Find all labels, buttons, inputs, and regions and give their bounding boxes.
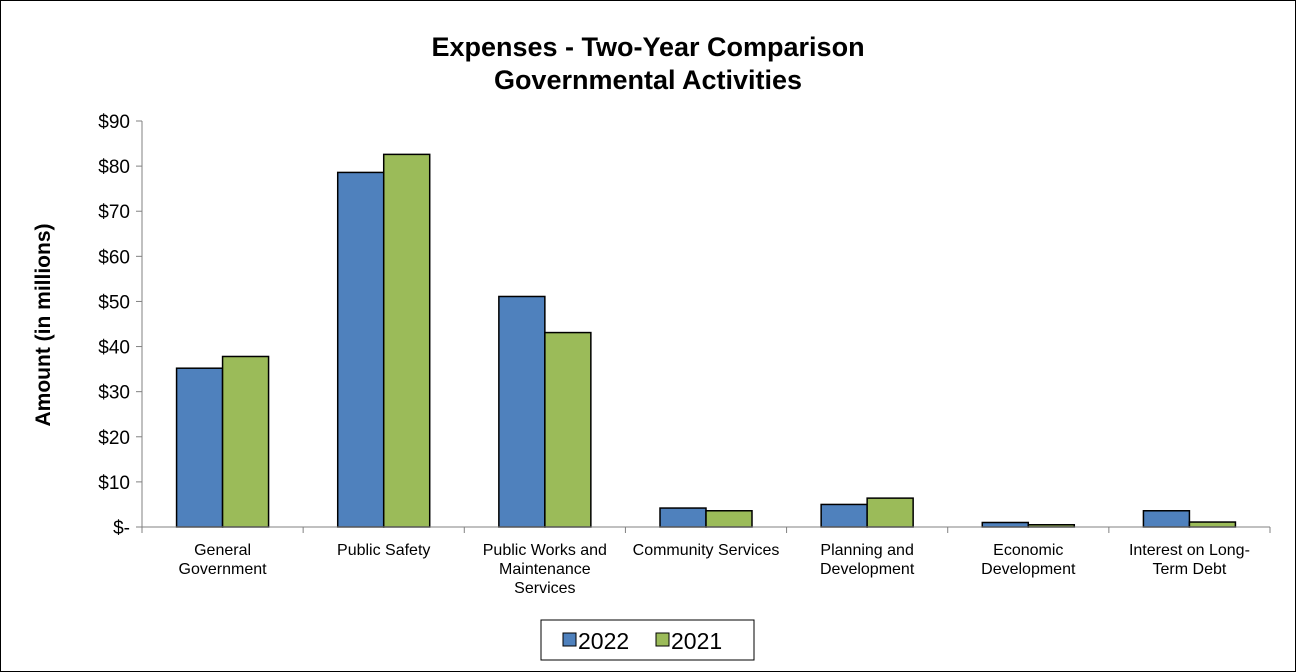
x-tick-label: Economic xyxy=(993,542,1063,559)
y-axis-label: Amount (in millions) xyxy=(32,224,55,427)
x-tick-label: Services xyxy=(514,580,575,597)
plot-area: $- $10 $20 $30 $40 $50 $60 $70 $80 $90 General Gove… xyxy=(98,112,1271,597)
x-tick-label: Development xyxy=(820,561,915,578)
bar-2021-1 xyxy=(382,153,431,528)
x-tick-label: Government xyxy=(179,561,268,578)
legend: 2022 2021 xyxy=(540,619,755,661)
legend-swatch-2021 xyxy=(655,632,670,647)
x-tick-label: General xyxy=(194,542,251,559)
bar-2022-2 xyxy=(498,295,546,528)
x-tick-label: Public Works and xyxy=(483,542,607,559)
y-tick-label: $40 xyxy=(98,338,130,359)
bar-2021-6 xyxy=(1188,521,1237,528)
bar-2021-0 xyxy=(221,355,270,528)
y-tick-label: $20 xyxy=(98,428,130,449)
bar-2022-6 xyxy=(1142,510,1191,528)
bar-2022-0 xyxy=(175,367,224,528)
y-tick-label: $30 xyxy=(98,383,130,404)
bar-2022-1 xyxy=(336,171,385,528)
bar-2022-5 xyxy=(981,521,1030,528)
bar-2021-2 xyxy=(544,331,592,528)
y-tick-label: $10 xyxy=(98,473,130,494)
bar-2021-3 xyxy=(705,510,753,528)
bar-2021-4 xyxy=(866,497,914,528)
x-tick-label: Public Safety xyxy=(337,542,430,559)
x-tick-label: Planning and xyxy=(820,542,913,559)
bar-2022-3 xyxy=(659,507,707,528)
y-tick-label: $50 xyxy=(98,292,130,313)
y-tick-label: $80 xyxy=(98,157,130,178)
bar-2022-4 xyxy=(820,503,868,528)
x-tick-label: Community Services xyxy=(633,542,780,559)
x-tick-label: Maintenance xyxy=(499,561,591,578)
legend-swatch-2022 xyxy=(562,632,577,647)
chart-subtitle: Governmental Activities xyxy=(494,65,802,95)
y-tick-label: $60 xyxy=(98,247,130,268)
x-tick-label: Term Debt xyxy=(1153,561,1227,578)
y-tick-label: $- xyxy=(113,518,130,539)
legend-label-2022: 2022 xyxy=(578,628,629,654)
x-tick-label: Development xyxy=(981,561,1076,578)
x-tick-label: Interest on Long- xyxy=(1129,542,1250,559)
y-tick-label: $90 xyxy=(98,112,130,133)
legend-label-2021: 2021 xyxy=(671,628,722,654)
chart-title: Expenses - Two-Year Comparison xyxy=(431,32,864,62)
y-tick-label: $70 xyxy=(98,202,130,223)
